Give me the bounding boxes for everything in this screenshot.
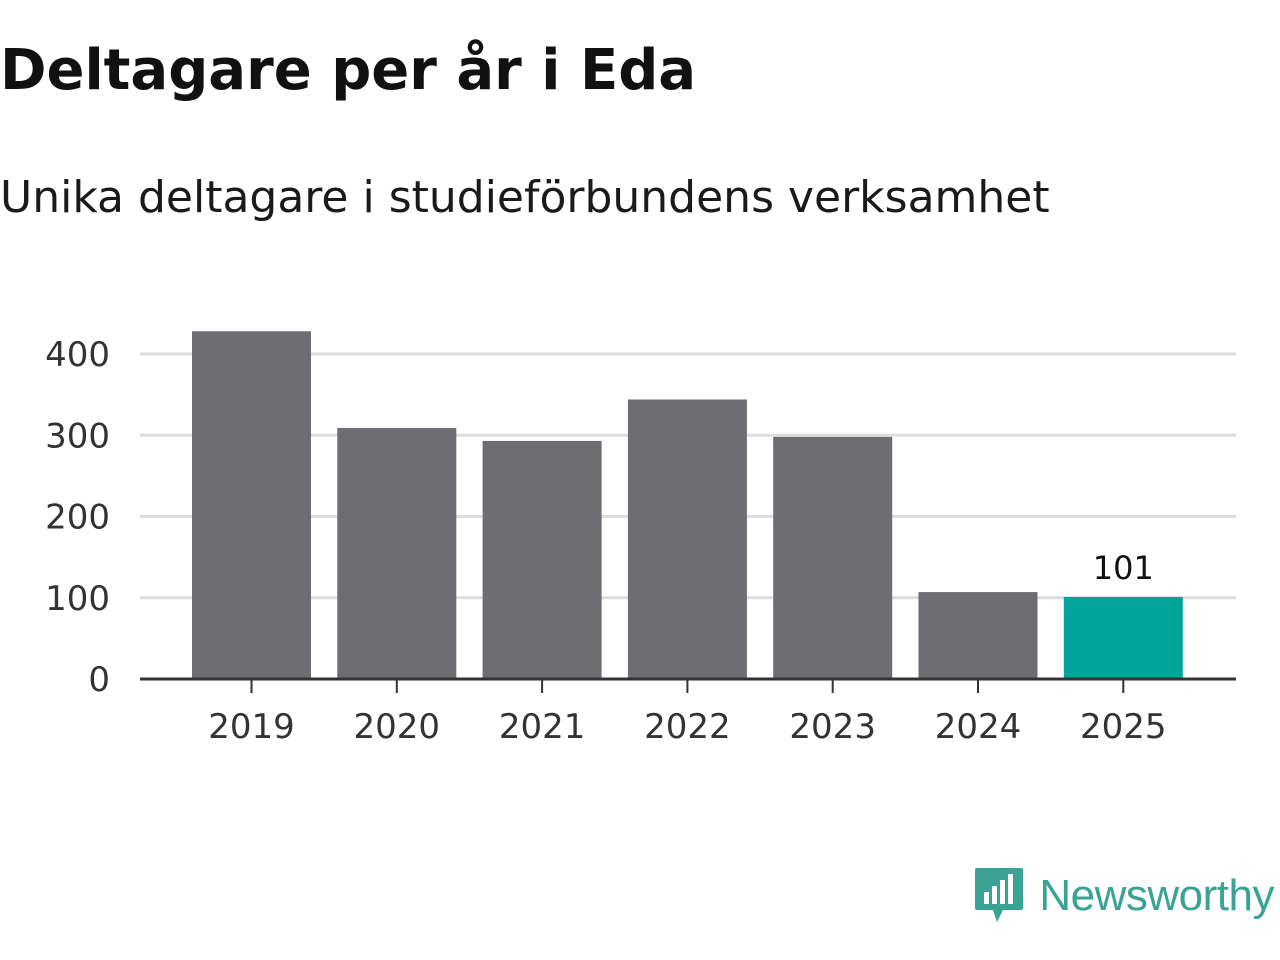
x-tick-label: 2024	[935, 707, 1022, 747]
newsworthy-logo-icon	[975, 868, 1024, 922]
bar-2019	[192, 331, 311, 679]
bar-2025	[1063, 596, 1183, 679]
x-tick-label: 2023	[789, 707, 876, 747]
bar-2021	[482, 440, 602, 679]
data-label: 101	[1093, 549, 1154, 587]
x-tick-label: 2020	[354, 707, 441, 747]
chart-subtitle: Unika deltagare i studieförbundens verks…	[0, 172, 1050, 223]
bar-2024	[918, 592, 1038, 679]
brand-name: Newsworthy	[1039, 871, 1274, 920]
x-tick-label: 2019	[208, 707, 295, 747]
chart-title: Deltagare per år i Eda	[0, 38, 697, 103]
y-tick-label: 0	[88, 660, 110, 700]
y-tick-label: 400	[45, 335, 110, 375]
bar-2020	[337, 427, 457, 679]
y-tick-label: 100	[45, 579, 110, 619]
x-tick-label: 2025	[1080, 707, 1167, 747]
y-tick-label: 200	[45, 498, 110, 538]
x-tick-label: 2022	[644, 707, 731, 747]
y-tick-label: 300	[45, 416, 110, 456]
x-tick-label: 2021	[499, 707, 586, 747]
bar-2023	[773, 436, 893, 679]
bar-2022	[627, 399, 747, 679]
brand-logo: Newsworthy	[973, 866, 1274, 926]
